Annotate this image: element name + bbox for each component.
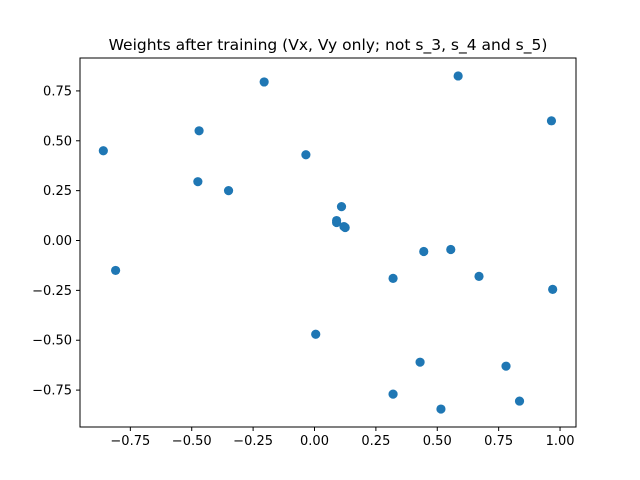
scatter-point	[514, 396, 525, 406]
y-tick-label: 0.25	[43, 184, 72, 199]
x-tick-label: −0.25	[233, 434, 273, 449]
scatter-point	[436, 404, 446, 414]
scatter-point	[340, 222, 350, 233]
x-tick-label: −0.75	[110, 434, 150, 449]
plot-area: −0.75 −0.50 −0.25 0.00 0.25 0.50 0.75 1.00 −0.75…	[32, 57, 577, 449]
scatter-point	[331, 217, 342, 228]
scatter-point	[301, 150, 311, 160]
scatter-point	[415, 357, 425, 367]
scatter-point	[548, 284, 558, 294]
scatter-point	[193, 177, 203, 187]
x-tick-label: −0.50	[172, 434, 212, 449]
x-tick-label: 1.00	[546, 434, 575, 449]
scatter-point	[194, 126, 204, 136]
y-tick-label: −0.25	[32, 284, 72, 299]
scatter-point	[259, 77, 269, 87]
y-tick-label: 0.75	[43, 84, 72, 99]
scatter-point	[446, 244, 456, 255]
scatter-point	[419, 246, 429, 257]
scatter-point	[223, 186, 234, 196]
axes-frame	[79, 57, 577, 428]
x-tick-label: 0.75	[484, 434, 513, 449]
scatter-point	[311, 329, 321, 339]
scatter-point	[98, 146, 108, 156]
chart-title: Weights after training (Vx, Vy only; not…	[109, 36, 548, 55]
x-tick-label: 0.50	[423, 434, 452, 449]
scatter-point	[336, 201, 347, 212]
x-tick-label: 0.25	[361, 434, 390, 449]
scatter-point	[474, 271, 484, 282]
y-tick-label: −0.50	[32, 334, 72, 349]
scatter-point	[388, 389, 398, 399]
scatter-point	[111, 265, 121, 276]
x-tick-label: 0.00	[300, 434, 329, 449]
scatter-point	[388, 273, 398, 284]
scatter-point	[501, 361, 511, 371]
scatter-point	[453, 71, 463, 81]
y-tick-label: −0.75	[32, 384, 72, 399]
scatter-point	[546, 116, 557, 126]
y-tick-label: 0.00	[43, 234, 72, 249]
y-tick-label: 0.50	[43, 134, 72, 149]
